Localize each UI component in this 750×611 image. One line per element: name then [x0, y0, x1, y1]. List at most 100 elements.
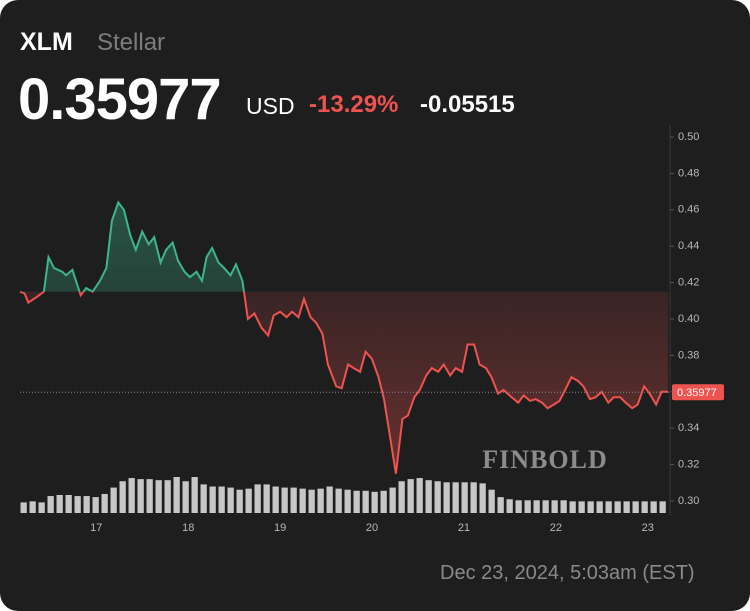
- y-tick-label: 0.48: [678, 167, 699, 179]
- volume-bar: [74, 496, 81, 513]
- volume-bar: [200, 484, 207, 513]
- x-tick-label: 20: [366, 522, 378, 534]
- volume-bar: [650, 501, 657, 513]
- volume-bar: [146, 479, 153, 513]
- volume-bar: [344, 489, 351, 513]
- volume-bar: [227, 487, 234, 513]
- volume-bar: [434, 481, 441, 513]
- volume-bar: [290, 487, 297, 513]
- volume-bar: [353, 490, 360, 513]
- y-tick-label: 0.38: [678, 349, 699, 361]
- timestamp: Dec 23, 2024, 5:03am (EST): [440, 562, 695, 584]
- volume-bar: [281, 487, 288, 513]
- volume-bar: [443, 482, 450, 513]
- y-tick-label: 0.34: [678, 422, 699, 434]
- volume-bar: [38, 502, 45, 513]
- y-tick-label: 0.50: [678, 131, 699, 143]
- volume-bar: [191, 477, 198, 513]
- volume-bar: [515, 500, 522, 513]
- volume-bar: [92, 497, 99, 513]
- change: -0.05515: [420, 91, 515, 118]
- volume-bar: [137, 479, 144, 513]
- y-tick-label: 0.30: [678, 495, 699, 507]
- volume-bar: [479, 483, 486, 513]
- x-tick-label: 23: [642, 522, 654, 534]
- volume-bar: [245, 488, 252, 513]
- volume-bar: [164, 480, 171, 513]
- volume-bar: [452, 482, 459, 513]
- volume-bar: [632, 501, 639, 513]
- volume-bar: [605, 501, 612, 513]
- volume-bar: [335, 488, 342, 513]
- volume-bar: [218, 486, 225, 513]
- volume-bar: [173, 477, 180, 513]
- volume-bar: [578, 501, 585, 513]
- volume-bar: [47, 496, 54, 513]
- volume-bar: [308, 489, 315, 513]
- last-price-label: 0.35977: [677, 387, 717, 399]
- volume-bar: [371, 491, 378, 513]
- volume-bar: [659, 501, 666, 513]
- watermark: FINBOLD: [482, 445, 607, 474]
- volume-bar: [524, 500, 531, 513]
- volume-bar: [299, 488, 306, 513]
- volume-bar: [65, 495, 72, 513]
- line-up: [19, 200, 245, 292]
- volume-bar: [128, 478, 135, 513]
- x-tick-label: 22: [550, 522, 562, 534]
- volume-bar: [542, 500, 549, 513]
- y-tick-label: 0.44: [678, 240, 699, 252]
- volume-bar: [119, 481, 126, 513]
- volume-bar: [407, 479, 414, 513]
- x-tick-label: 21: [458, 522, 470, 534]
- volume-bar: [155, 480, 162, 513]
- volume-bar: [398, 481, 405, 513]
- volume-bar: [587, 501, 594, 513]
- volume-bar: [623, 501, 630, 513]
- volume-bar: [29, 501, 36, 513]
- volume-bar: [551, 500, 558, 513]
- volume-bar: [533, 500, 540, 513]
- volume-bar: [425, 480, 432, 513]
- volume-bar: [416, 478, 423, 513]
- volume-bar: [254, 484, 261, 513]
- asset-name: Stellar: [97, 29, 166, 56]
- volume-bar: [182, 481, 189, 513]
- line-down: [19, 291, 668, 474]
- volume-bar: [317, 488, 324, 513]
- volume-bar: [641, 501, 648, 513]
- y-tick-label: 0.46: [678, 204, 699, 216]
- x-tick-label: 18: [182, 522, 194, 534]
- volume-bar: [110, 487, 117, 513]
- volume-bar: [560, 500, 567, 513]
- volume-bar: [497, 497, 504, 513]
- price: 0.35977: [18, 67, 222, 132]
- volume-bar: [236, 489, 243, 513]
- volume-bar: [488, 489, 495, 513]
- volume-bar: [326, 486, 333, 513]
- volume-bar: [362, 490, 369, 513]
- volume-bar: [506, 499, 513, 513]
- volume-bar: [470, 482, 477, 513]
- currency: USD: [246, 93, 295, 119]
- volume-bar: [263, 484, 270, 513]
- x-tick-label: 17: [90, 522, 102, 534]
- volume-bar: [272, 486, 279, 513]
- volume-bar: [461, 482, 468, 513]
- x-tick-label: 19: [274, 522, 286, 534]
- volume-bar: [596, 501, 603, 513]
- y-tick-label: 0.32: [678, 459, 699, 471]
- volume-bar: [20, 502, 27, 513]
- volume-bar: [569, 501, 576, 513]
- volume-bar: [83, 496, 90, 513]
- volume-bar: [614, 501, 621, 513]
- volume-bar: [380, 490, 387, 513]
- volume-bar: [389, 487, 396, 513]
- symbol: XLM: [20, 28, 73, 56]
- volume-bar: [209, 486, 216, 513]
- change-pct: -13.29%: [309, 91, 399, 118]
- y-tick-label: 0.42: [678, 277, 699, 289]
- last-price-box: [672, 384, 724, 401]
